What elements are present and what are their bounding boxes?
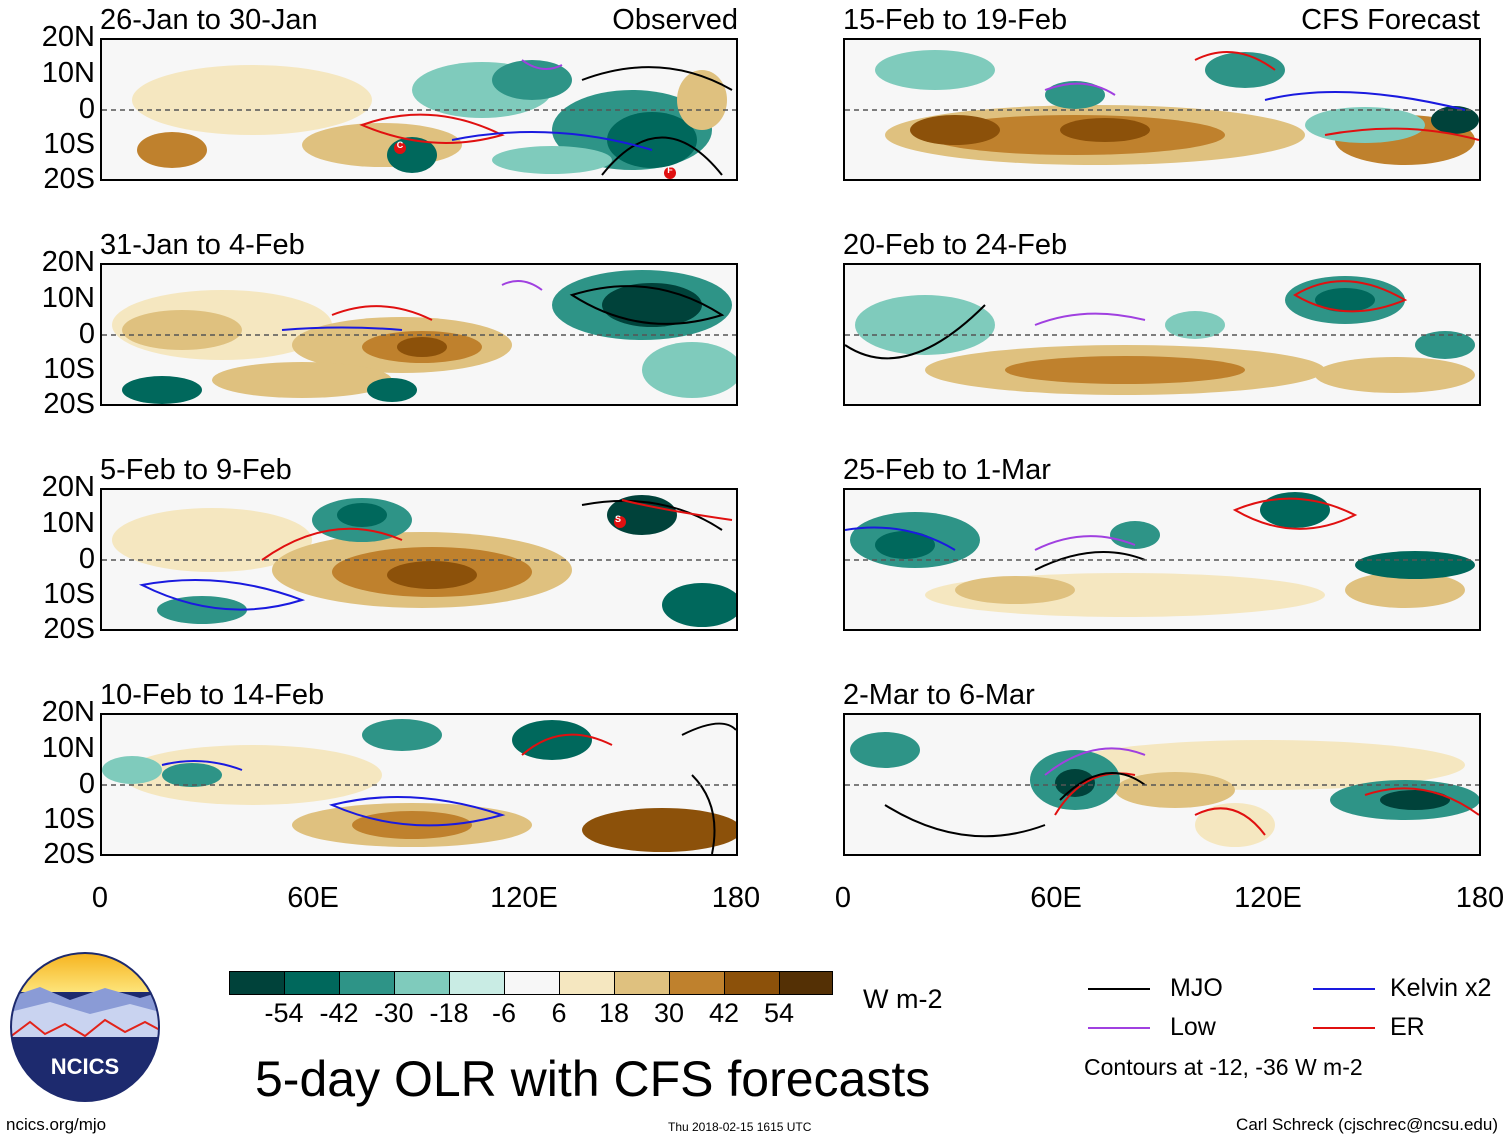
footer-credit: Carl Schreck (cjschrec@ncsu.edu) bbox=[1236, 1115, 1498, 1134]
storm-marker: F bbox=[667, 165, 673, 175]
legend-line-er bbox=[1313, 1027, 1375, 1029]
storm-marker: S bbox=[614, 514, 621, 524]
colorbar-swatch-11 bbox=[779, 971, 833, 995]
panel-title-right-1: 15-Feb to 19-Feb bbox=[843, 4, 1068, 36]
legend-note: Contours at -12, -36 W m-2 bbox=[1084, 1054, 1363, 1080]
legend-label-kelvin: Kelvin x2 bbox=[1390, 974, 1492, 1002]
legend-line-mjo bbox=[1088, 988, 1150, 990]
colorbar-swatch-8 bbox=[614, 971, 670, 995]
colorbar-tick: 18 bbox=[598, 998, 630, 1028]
colorbar-tick: -18 bbox=[429, 998, 469, 1028]
map-panel-left-1 bbox=[100, 38, 738, 181]
colorbar-tick: 54 bbox=[763, 998, 795, 1028]
legend-label-er: ER bbox=[1390, 1013, 1425, 1041]
legend-line-low bbox=[1088, 1027, 1150, 1029]
colorbar-swatch-4 bbox=[394, 971, 450, 995]
colorbar-units: W m-2 bbox=[863, 984, 943, 1014]
panel-title-left-2: 31-Jan to 4-Feb bbox=[100, 229, 305, 261]
panel-title-left-4: 10-Feb to 14-Feb bbox=[100, 679, 325, 711]
colorbar-swatch-9 bbox=[669, 971, 725, 995]
map-panel-left-4 bbox=[100, 713, 738, 856]
colorbar-tick: -30 bbox=[374, 998, 414, 1028]
panel-title-left-3: 5-Feb to 9-Feb bbox=[100, 454, 292, 486]
colorbar-swatch-10 bbox=[724, 971, 780, 995]
colorbar-swatch-3 bbox=[339, 971, 395, 995]
ncics-logo: NCICS bbox=[10, 952, 160, 1102]
panel-title-right-3: 25-Feb to 1-Mar bbox=[843, 454, 1051, 486]
main-title: 5-day OLR with CFS forecasts bbox=[255, 1051, 931, 1107]
colorbar-tick: -54 bbox=[264, 998, 304, 1028]
map-panel-right-2 bbox=[843, 263, 1481, 406]
panel-title-left-1: 26-Jan to 30-Jan bbox=[100, 4, 318, 36]
legend-line-kelvin bbox=[1313, 988, 1375, 990]
map-panel-left-3 bbox=[100, 488, 738, 631]
panel-title-right-2: 20-Feb to 24-Feb bbox=[843, 229, 1068, 261]
map-panel-right-1 bbox=[843, 38, 1481, 181]
colorbar-tick: 30 bbox=[653, 998, 685, 1028]
map-panel-right-4 bbox=[843, 713, 1481, 856]
logo-text: NCICS bbox=[51, 1054, 119, 1079]
legend-label-mjo: MJO bbox=[1170, 974, 1223, 1002]
colorbar-tick: -42 bbox=[319, 998, 359, 1028]
colorbar-swatch-5 bbox=[449, 971, 505, 995]
colorbar-swatch-6 bbox=[504, 971, 560, 995]
colorbar-tick: -6 bbox=[491, 998, 516, 1028]
panel-label-observed: Observed bbox=[612, 4, 738, 36]
colorbar-tick: 42 bbox=[708, 998, 740, 1028]
colorbar-swatch-2 bbox=[284, 971, 340, 995]
colorbar-tick: 6 bbox=[551, 998, 567, 1028]
colorbar-swatch-1 bbox=[229, 971, 285, 995]
legend-label-low: Low bbox=[1170, 1013, 1216, 1041]
panel-label-cfs-forecast: CFS Forecast bbox=[1301, 4, 1480, 36]
colorbar-swatch-7 bbox=[559, 971, 615, 995]
panel-title-right-4: 2-Mar to 6-Mar bbox=[843, 679, 1035, 711]
map-panel-left-2 bbox=[100, 263, 738, 406]
footer-url[interactable]: ncics.org/mjo bbox=[6, 1115, 107, 1134]
storm-marker: C bbox=[396, 140, 404, 150]
footer-timestamp: Thu 2018-02-15 1615 UTC bbox=[668, 1120, 812, 1134]
map-panel-right-3 bbox=[843, 488, 1481, 631]
